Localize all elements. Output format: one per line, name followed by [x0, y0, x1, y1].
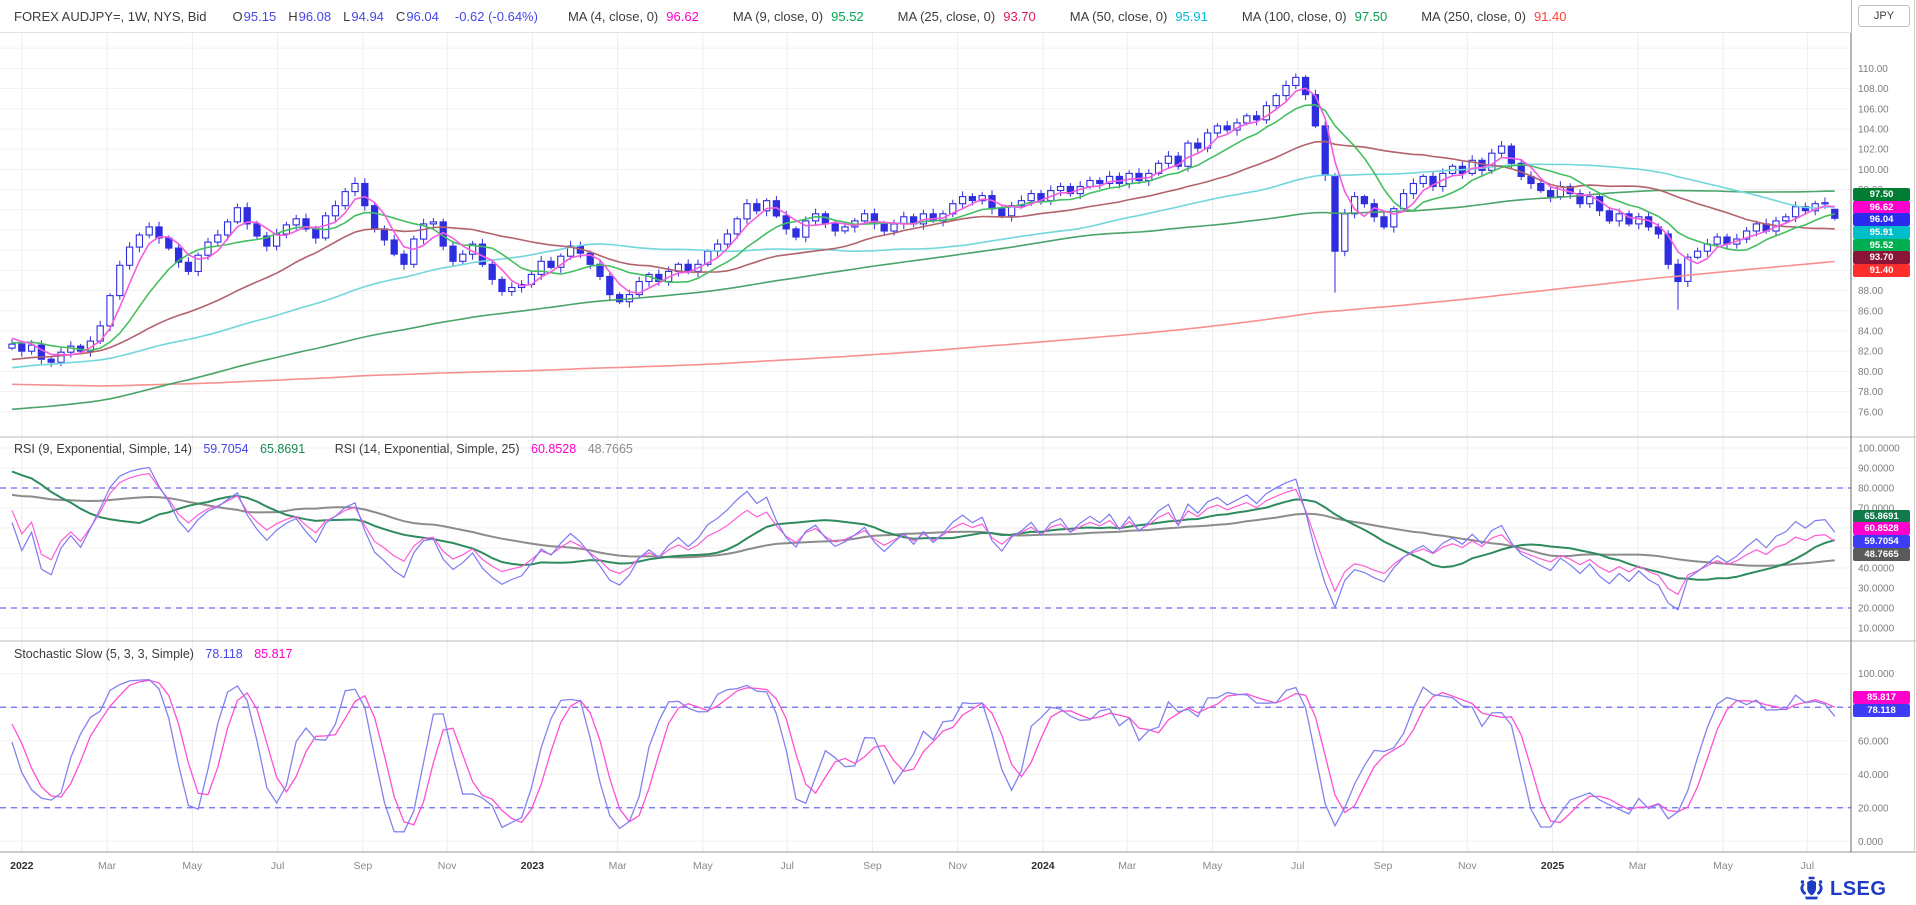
price-badge: 48.7665 [1853, 547, 1910, 561]
price-badge: 96.62 [1853, 200, 1910, 214]
price-badge: 78.118 [1853, 703, 1910, 717]
axis-label: 60.000 [1858, 736, 1889, 747]
price-badge: 91.40 [1853, 263, 1910, 277]
rsi14-label: RSI (14, Exponential, Simple, 25) [334, 442, 520, 456]
open-value: O95.15 [232, 8, 277, 24]
ma4-legend: MA (4, close, 0) 96.62 [567, 8, 699, 24]
axis-label: 88.00 [1858, 286, 1883, 297]
axis-label: Jul [271, 860, 284, 872]
price-badge: 95.91 [1853, 225, 1910, 239]
axis-label: 0.000 [1858, 837, 1883, 848]
axis-label: 80.0000 [1858, 484, 1895, 495]
axis-label: 80.00 [1858, 367, 1883, 378]
axis-label: 30.0000 [1858, 584, 1895, 595]
price-badge: 65.8691 [1853, 509, 1910, 523]
stochastic-legend: Stochastic Slow (5, 3, 3, Simple) 78.118… [14, 647, 300, 661]
axis-label: 70.0000 [1858, 504, 1895, 515]
rsi-legend: RSI (9, Exponential, Simple, 14) 59.7054… [14, 442, 641, 456]
axis-label: 78.00 [1858, 387, 1883, 398]
rsi9-signal-value: 65.8691 [260, 442, 306, 456]
ma250-legend: MA (250, close, 0) 91.40 [1421, 8, 1567, 24]
rsi9-label: RSI (9, Exponential, Simple, 14) [14, 442, 192, 456]
axis-label: 40.000 [1858, 770, 1889, 781]
axis-label: May [693, 860, 714, 872]
axis-label: Nov [948, 860, 967, 872]
stoch-k-value: 78.118 [205, 647, 243, 661]
axis-label: Mar [609, 860, 628, 872]
lseg-logo-text: LSEG [1830, 877, 1887, 900]
axis-label: Mar [98, 860, 117, 872]
axis-label: 90.0000 [1858, 464, 1895, 475]
rsi9-value: 59.7054 [203, 442, 249, 456]
ma50-legend: MA (50, close, 0) 95.91 [1069, 8, 1208, 24]
axis-label: May [1203, 860, 1224, 872]
axis-label: Jul [780, 860, 793, 872]
axis-label: 108.00 [1858, 84, 1889, 95]
price-badge: 60.8528 [1853, 522, 1910, 536]
low-value: L94.94 [343, 8, 384, 24]
axis-label: Sep [353, 860, 372, 872]
axis-label: 86.00 [1858, 306, 1883, 317]
axis-label: 20.000 [1858, 803, 1889, 814]
axis-label: 100.00 [1858, 165, 1889, 176]
price-badge: 59.7054 [1853, 535, 1910, 548]
axis-label: Sep [1374, 860, 1393, 872]
axis-label: 100.000 [1858, 669, 1895, 680]
axis-label: Nov [438, 860, 457, 872]
stoch-label: Stochastic Slow (5, 3, 3, Simple) [14, 647, 194, 661]
axis-label: 100.0000 [1858, 444, 1900, 455]
axis-label: Sep [863, 860, 882, 872]
axis-label: 2024 [1031, 860, 1055, 872]
axis-label: 2022 [10, 860, 34, 872]
close-value: C96.04 [395, 8, 439, 24]
axis-label: 20.0000 [1858, 604, 1895, 615]
axis-label: Jul [1801, 860, 1814, 872]
price-badge: 95.52 [1853, 238, 1910, 252]
axis-label: 84.00 [1858, 326, 1883, 337]
axis-label: Mar [1118, 860, 1137, 872]
high-value: H96.08 [288, 8, 332, 24]
change-value: -0.62 (-0.64%) [454, 8, 538, 24]
axis-label: 102.00 [1858, 145, 1889, 156]
axis-label: 2025 [1541, 860, 1565, 872]
axis-label: 106.00 [1858, 104, 1889, 115]
axis-label: Jul [1291, 860, 1304, 872]
price-badge: 93.70 [1853, 251, 1910, 265]
ma25-legend: MA (25, close, 0) 93.70 [897, 8, 1036, 24]
instrument-title: FOREX AUDJPY=, 1W, NYS, Bid [14, 8, 207, 24]
axis-label: Nov [1458, 860, 1477, 872]
axis-label: 2023 [521, 860, 545, 872]
price-badge: 85.817 [1853, 691, 1910, 704]
main-chart-legend: FOREX AUDJPY=, 1W, NYS, Bid O95.15 H96.0… [0, 0, 1851, 33]
lseg-crest-icon [1800, 876, 1823, 900]
axis-label: May [1713, 860, 1734, 872]
axis-label: 10.0000 [1858, 624, 1895, 635]
price-badge: 96.04 [1853, 213, 1910, 227]
stoch-d-value: 85.817 [254, 647, 293, 661]
price-badge: 97.50 [1853, 188, 1910, 202]
currency-axis-button[interactable]: JPY [1858, 5, 1910, 27]
lseg-logo: LSEG [1798, 876, 1886, 902]
rsi14-value: 60.8528 [531, 442, 577, 456]
axis-label: 104.00 [1858, 124, 1889, 135]
axis-label: 40.0000 [1858, 564, 1895, 575]
ma100-legend: MA (100, close, 0) 97.50 [1241, 8, 1388, 24]
axis-label: May [182, 860, 203, 872]
axis-label: 76.00 [1858, 407, 1883, 418]
axis-label: 82.00 [1858, 347, 1883, 358]
ma9-legend: MA (9, close, 0) 95.52 [732, 8, 864, 24]
rsi14-signal-value: 48.7665 [587, 442, 633, 456]
axis-label: 110.00 [1858, 64, 1888, 75]
axis-label: Mar [1629, 860, 1648, 872]
